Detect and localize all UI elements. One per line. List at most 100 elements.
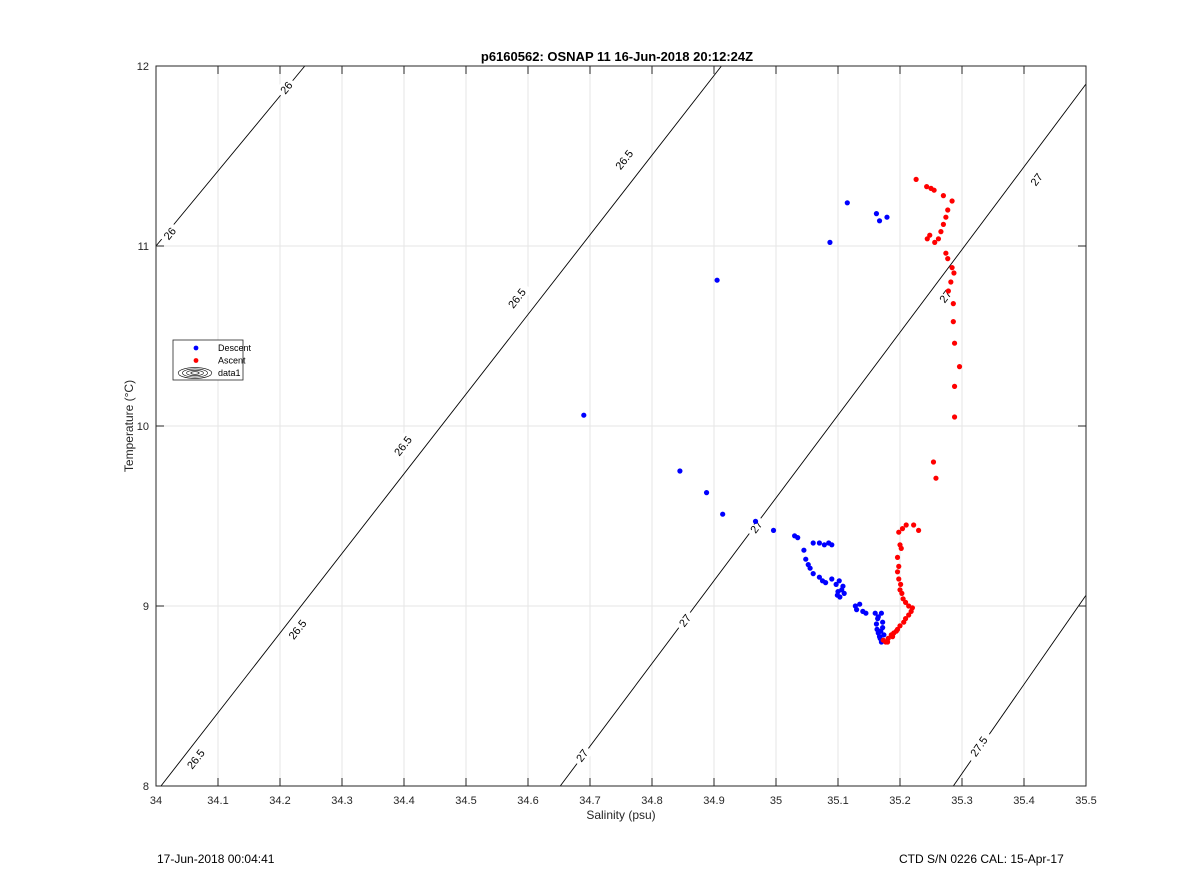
ascent-point xyxy=(950,319,956,325)
isopycnal-label: 27 xyxy=(574,748,591,765)
legend-contour-glyph xyxy=(190,371,200,375)
ascent-point xyxy=(896,529,902,535)
ascent-point xyxy=(951,270,957,276)
ascent-point xyxy=(931,187,937,193)
isopycnal-label: 27 xyxy=(677,613,694,630)
descent-point xyxy=(829,576,835,582)
x-tick-label: 34.3 xyxy=(331,795,352,807)
descent-point xyxy=(836,578,842,584)
isopycnal-line xyxy=(559,83,1087,787)
y-tick-label: 11 xyxy=(138,241,149,253)
isopycnal-line xyxy=(160,65,722,787)
ascent-point xyxy=(956,364,963,370)
ascent-point xyxy=(896,576,902,582)
y-tick-label: 9 xyxy=(143,601,149,613)
isopycnal-line xyxy=(155,65,306,247)
isopycnal-label-bg xyxy=(570,743,594,768)
isopycnal-label-bg xyxy=(282,612,313,647)
ascent-point xyxy=(898,545,904,552)
descent-point xyxy=(863,610,869,616)
ascent-point xyxy=(945,256,951,262)
x-tick-label: 34.5 xyxy=(455,795,476,807)
isopycnal-label: 27 xyxy=(1029,172,1046,189)
descent-point xyxy=(801,547,807,553)
legend-marker xyxy=(193,345,199,351)
descent-point xyxy=(881,632,887,638)
descent-point xyxy=(872,610,878,616)
ascent-point xyxy=(948,279,954,285)
x-tick-label: 35.5 xyxy=(1075,795,1096,807)
y-tick-label: 12 xyxy=(137,61,149,73)
descent-point xyxy=(810,571,816,577)
ascent-point xyxy=(945,207,951,213)
ascent-point xyxy=(933,475,939,481)
descent-point xyxy=(840,583,846,589)
legend-label: Descent xyxy=(218,343,252,353)
x-tick-label: 34.2 xyxy=(269,795,290,807)
descent-point xyxy=(829,542,835,548)
descent-point xyxy=(816,540,823,546)
ascent-point xyxy=(935,236,942,242)
descent-point xyxy=(841,590,847,597)
x-tick-label: 34.1 xyxy=(207,795,228,807)
descent-point xyxy=(833,581,839,588)
descent-point xyxy=(878,610,885,616)
descent-point xyxy=(880,619,886,625)
x-tick-label: 34.7 xyxy=(579,795,600,807)
isopycnal-label-bg xyxy=(180,742,212,776)
descent-point xyxy=(752,518,759,525)
x-axis-label: Salinity (psu) xyxy=(586,808,655,822)
ascent-point xyxy=(940,221,947,227)
isopycnal-label-bg xyxy=(158,221,182,246)
ascent-point xyxy=(880,637,886,643)
isopycnal-label-bg xyxy=(501,281,533,316)
ascent-point xyxy=(951,414,958,420)
descent-point xyxy=(873,211,880,217)
ascent-point xyxy=(951,383,958,389)
x-tick-label: 35.4 xyxy=(1013,795,1034,807)
descent-point xyxy=(878,628,884,634)
descent-point xyxy=(810,540,816,546)
x-tick-label: 34.6 xyxy=(517,795,538,807)
x-tick-label: 35.1 xyxy=(827,795,848,807)
ascent-point xyxy=(894,554,901,561)
isopycnal-label-bg xyxy=(274,75,298,100)
descent-point xyxy=(873,621,880,627)
legend-contour-glyph xyxy=(177,367,213,379)
ascent-point xyxy=(940,193,947,199)
descent-point xyxy=(875,616,881,622)
isopycnal-label: 26 xyxy=(278,80,295,97)
x-tick-label: 34.4 xyxy=(393,795,414,807)
legend: Descent Ascent data1 xyxy=(172,339,252,381)
ascent-point xyxy=(950,301,956,307)
ascent-point xyxy=(898,581,904,588)
descent-point xyxy=(720,511,726,517)
descent-point xyxy=(581,412,587,418)
ascent-point xyxy=(894,569,901,575)
ascent-point xyxy=(916,527,922,534)
ascent-point xyxy=(903,522,909,528)
legend-box xyxy=(172,339,244,381)
isopycnal-label-bg xyxy=(608,142,640,177)
descent-point xyxy=(854,607,860,613)
ascent-point xyxy=(885,639,891,645)
ascent-point xyxy=(924,184,930,190)
grid xyxy=(155,65,1087,787)
ascent-point xyxy=(896,563,902,570)
data-points xyxy=(581,176,963,645)
x-tick-label: 35.3 xyxy=(951,795,972,807)
ascent-point xyxy=(906,612,912,618)
descent-point xyxy=(795,535,801,541)
isopycnal-label-bg xyxy=(387,428,419,463)
ascent-point xyxy=(899,526,906,532)
isopycnal-label-bg xyxy=(963,729,994,764)
legend-contour-glyph xyxy=(186,369,204,376)
isopycnal-label: 27 xyxy=(938,289,955,306)
ascent-point xyxy=(943,250,949,256)
x-tick-label: 34 xyxy=(150,795,162,807)
ascent-point xyxy=(927,232,933,238)
descent-point xyxy=(834,592,840,598)
ascent-point xyxy=(913,176,919,182)
legend-label: Ascent xyxy=(218,356,246,366)
